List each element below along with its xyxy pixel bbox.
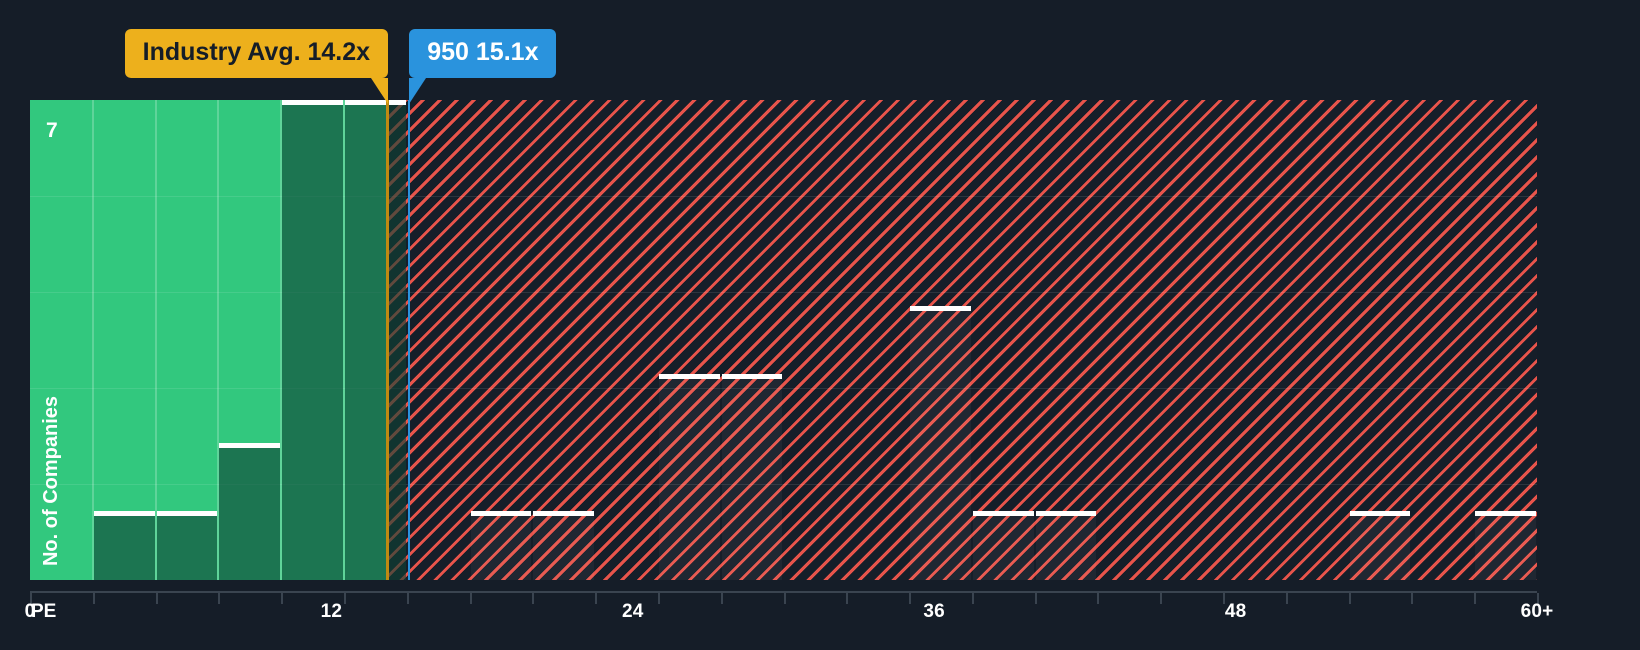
x-axis-tick	[469, 593, 472, 604]
industry-average-marker-line	[385, 100, 389, 580]
x-axis-tick	[1034, 593, 1037, 604]
x-axis-tick-label: 0	[24, 601, 36, 622]
x-axis-tick	[909, 593, 912, 604]
x-axis-tick	[281, 593, 284, 604]
x-axis-tick	[657, 593, 660, 604]
x-axis-tick	[343, 593, 346, 604]
x-axis-tick-label: 24	[622, 601, 644, 622]
industry-average-callout[interactable]: Industry Avg. 14.2x	[124, 29, 389, 78]
bin-separator	[154, 100, 157, 580]
histogram-bar[interactable]	[282, 100, 343, 580]
x-axis-tick	[1474, 593, 1477, 604]
histogram-bar[interactable]	[470, 511, 532, 580]
y-axis-title: No. of Companies	[40, 396, 62, 567]
gridline	[30, 196, 1537, 197]
gridline	[30, 388, 1537, 389]
histogram-bar[interactable]	[344, 100, 406, 580]
histogram-bar[interactable]	[658, 374, 720, 580]
bin-separator	[91, 100, 94, 580]
x-axis-tick	[1160, 593, 1163, 604]
histogram-bar[interactable]	[1349, 511, 1411, 580]
x-axis-tick-label: 36	[923, 601, 945, 622]
x-axis-tick	[1348, 593, 1351, 604]
x-axis-tick	[218, 593, 221, 604]
x-axis-tick	[406, 593, 409, 604]
x-axis-tick	[30, 593, 32, 604]
x-axis-tick	[155, 593, 158, 604]
industry-average-callout-tail	[370, 78, 388, 104]
company-marker-line	[408, 100, 411, 580]
company-callout[interactable]: 950 15.1x	[409, 29, 557, 78]
y-axis-max-label: 7	[46, 119, 58, 142]
bin-separator	[217, 100, 220, 580]
histogram-bar[interactable]	[219, 442, 281, 580]
histogram-bar[interactable]	[1475, 511, 1536, 580]
histogram-bar[interactable]	[1035, 511, 1097, 580]
x-axis-tick	[1411, 593, 1414, 604]
x-axis-tick	[720, 593, 723, 604]
x-axis-tick	[1097, 593, 1100, 604]
overvalued-zone	[386, 100, 1537, 580]
histogram-bar[interactable]	[721, 374, 783, 580]
x-axis-caption: PE	[31, 601, 57, 622]
histogram-bar[interactable]	[93, 511, 155, 580]
gridline	[30, 484, 1537, 485]
x-axis-tick	[971, 593, 974, 604]
histogram-bar[interactable]	[533, 511, 595, 580]
x-axis-tick	[783, 593, 786, 604]
x-axis-tick	[92, 593, 95, 604]
x-axis-tick	[532, 593, 535, 604]
x-axis-tick-label: 48	[1224, 601, 1247, 622]
bin-separator	[280, 100, 283, 580]
x-axis-line	[30, 591, 1537, 593]
bin-separator	[342, 100, 345, 580]
x-axis-tick	[595, 593, 598, 604]
histogram-bar[interactable]	[972, 511, 1034, 580]
x-axis-tick	[1285, 593, 1288, 604]
company-callout-tail	[409, 78, 427, 104]
histogram-bar[interactable]	[910, 305, 971, 580]
gridline	[30, 292, 1537, 293]
x-axis-tick	[846, 593, 849, 604]
x-axis-tick	[1537, 593, 1539, 604]
x-axis-tick	[1223, 593, 1226, 604]
histogram-bar[interactable]	[156, 511, 218, 580]
plot-area	[30, 100, 1537, 580]
x-axis-tick-label: 60+	[1520, 601, 1554, 622]
x-axis-tick-label: 12	[320, 601, 343, 622]
